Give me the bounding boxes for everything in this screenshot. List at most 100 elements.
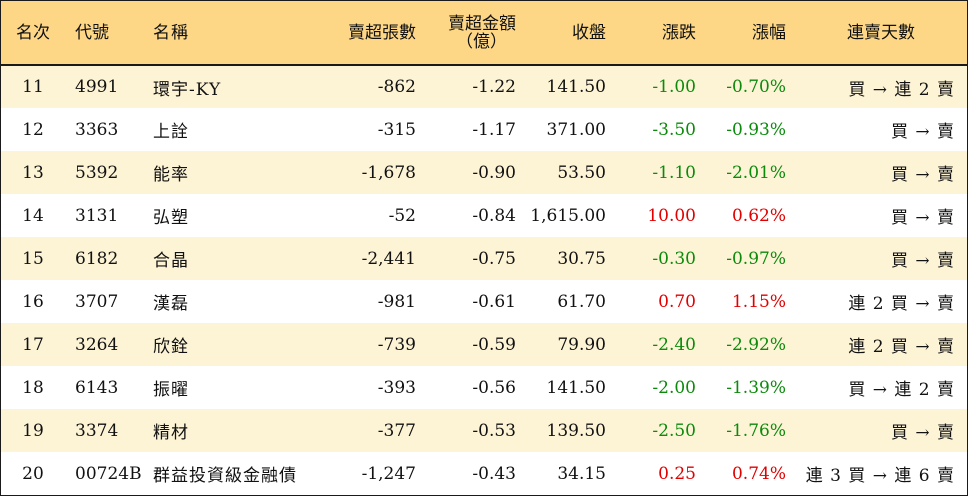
net-sell-lots-cell: -315: [377, 119, 416, 140]
net-sell-lots-cell: -377: [377, 420, 416, 441]
change-pct-cell: -0.97%: [726, 248, 786, 269]
header-close: 收盤: [572, 22, 606, 43]
header-code: 代號: [75, 22, 109, 43]
close-price-cell: 30.75: [557, 248, 606, 269]
code-cell: 4991: [75, 77, 119, 97]
code-cell: 3131: [75, 205, 119, 226]
code-cell: 3707: [75, 291, 119, 312]
change-cell: -1.10: [652, 162, 696, 183]
table-row: 18 6143 振曜 -393 -0.56 141.50 -2.00 -1.39% 買 → 連 …: [1, 366, 967, 409]
change-pct-cell: -0.93%: [726, 119, 786, 140]
close-price-cell: 141.50: [546, 77, 606, 97]
change-pct-cell: -0.70%: [726, 77, 786, 97]
table-row: 15 6182 合晶 -2,441 -0.75 30.75 -0.30 -0.97% 買 → 賣: [1, 237, 967, 280]
streak-cell: 買 → 賣: [890, 423, 955, 443]
change-pct-cell: -2.92%: [726, 334, 786, 355]
code-cell: 3374: [75, 420, 119, 441]
change-pct-cell: -1.39%: [726, 377, 786, 398]
name-cell: 環宇-KY: [153, 79, 222, 100]
change-pct-cell: 1.15%: [731, 291, 786, 312]
net-sell-lots-cell: -52: [388, 205, 416, 226]
change-cell: -2.50: [652, 420, 696, 441]
net-sell-amount-cell: -0.75: [472, 248, 516, 269]
rank-cell: 18: [22, 377, 44, 398]
net-sell-amount-cell: -1.17: [472, 119, 516, 140]
table-body: 11 4991 環宇-KY -862 -1.22 141.50 -1.00 -0.70% 買 →…: [1, 65, 967, 495]
name-cell: 漢磊: [153, 294, 189, 314]
header-row: 名次 代號 名稱 賣超張數 賣超金額 （億） 收盤 漲跌 漲幅 連賣天數: [1, 1, 967, 65]
net-sell-lots-cell: -2,441: [361, 248, 416, 269]
close-price-cell: 61.70: [557, 291, 606, 312]
header-net-sell-amount: 賣超金額 （億）: [425, 1, 525, 65]
header-net-sell-lots: 賣超張數: [348, 22, 416, 43]
net-sell-lots-cell: -739: [377, 334, 416, 355]
close-price-cell: 34.15: [557, 463, 606, 484]
net-sell-lots-cell: -1,678: [361, 162, 416, 183]
streak-cell: 連 2 買 → 賣: [848, 337, 955, 357]
close-price-cell: 53.50: [557, 162, 606, 183]
name-cell: 能率: [153, 165, 189, 185]
table-row: 13 5392 能率 -1,678 -0.90 53.50 -1.10 -2.01% 買 → 賣: [1, 151, 967, 194]
net-sell-amount-cell: -0.61: [472, 291, 516, 312]
streak-cell: 連 2 買 → 賣: [848, 294, 955, 314]
rank-cell: 13: [22, 162, 44, 183]
close-price-cell: 79.90: [557, 334, 606, 355]
close-price-cell: 1,615.00: [530, 205, 606, 226]
net-sell-amount-cell: -0.43: [472, 463, 516, 484]
name-cell: 合晶: [153, 251, 189, 271]
net-sell-amount-cell: -0.53: [472, 420, 516, 441]
streak-cell: 買 → 連 2 賣: [848, 380, 955, 400]
rank-cell: 16: [22, 291, 44, 312]
change-pct-cell: 0.74%: [731, 463, 786, 484]
streak-cell: 買 → 連 2 賣: [848, 79, 955, 100]
header-rank: 名次: [16, 22, 50, 43]
change-pct-cell: -2.01%: [726, 162, 786, 183]
name-cell: 欣銓: [153, 337, 189, 357]
rank-cell: 12: [22, 119, 44, 140]
change-cell: 0.70: [658, 291, 696, 312]
change-cell: -0.30: [652, 248, 696, 269]
net-sell-lots-cell: -981: [377, 291, 416, 312]
name-cell: 精材: [153, 423, 189, 443]
name-cell: 群益投資級金融債: [153, 466, 297, 486]
code-cell: 6182: [75, 248, 119, 269]
code-cell: 3264: [75, 334, 119, 355]
header-streak: 連賣天數: [847, 22, 915, 43]
streak-cell: 買 → 賣: [890, 122, 955, 142]
table-row: 20 00724B 群益投資級金融債 -1,247 -0.43 34.15 0.25 0.74…: [1, 452, 967, 495]
rank-cell: 11: [22, 77, 44, 97]
net-sell-lots-cell: -1,247: [361, 463, 416, 484]
change-cell: 10.00: [647, 205, 696, 226]
streak-cell: 買 → 賣: [890, 165, 955, 185]
code-cell: 00724B: [75, 463, 142, 484]
code-cell: 5392: [75, 162, 119, 183]
net-sell-amount-cell: -0.90: [472, 162, 516, 183]
code-cell: 6143: [75, 377, 119, 398]
net-sell-amount-cell: -0.56: [472, 377, 516, 398]
close-price-cell: 139.50: [546, 420, 606, 441]
net-sell-amount-cell: -0.84: [472, 205, 516, 226]
close-price-cell: 141.50: [546, 377, 606, 398]
streak-cell: 連 3 買 → 連 6 賣: [805, 466, 955, 486]
table-row: 11 4991 環宇-KY -862 -1.22 141.50 -1.00 -0.70% 買 →…: [1, 65, 967, 108]
net-sell-lots-cell: -393: [377, 377, 416, 398]
rank-cell: 15: [22, 248, 44, 269]
header-net-sell-amount-line2: （億）: [456, 31, 507, 52]
name-cell: 上詮: [153, 122, 189, 142]
header-net-sell-amount-line1: 賣超金額: [448, 13, 516, 34]
net-sell-amount-cell: -1.22: [472, 77, 516, 97]
table-row: 12 3363 上詮 -315 -1.17 371.00 -3.50 -0.93% 買 → 賣: [1, 108, 967, 151]
header-change-pct: 漲幅: [752, 22, 786, 43]
rank-cell: 17: [22, 334, 44, 355]
change-cell: -3.50: [652, 119, 696, 140]
change-pct-cell: -1.76%: [726, 420, 786, 441]
net-sell-lots-cell: -862: [377, 77, 416, 97]
table-row: 17 3264 欣銓 -739 -0.59 79.90 -2.40 -2.92% 連 2 買 →…: [1, 323, 967, 366]
table-row: 16 3707 漢磊 -981 -0.61 61.70 0.70 1.15% 連 2 買 → 賣: [1, 280, 967, 323]
header-change: 漲跌: [662, 22, 696, 43]
change-cell: -2.00: [652, 377, 696, 398]
rank-cell: 14: [22, 205, 44, 226]
streak-cell: 買 → 賣: [890, 208, 955, 228]
